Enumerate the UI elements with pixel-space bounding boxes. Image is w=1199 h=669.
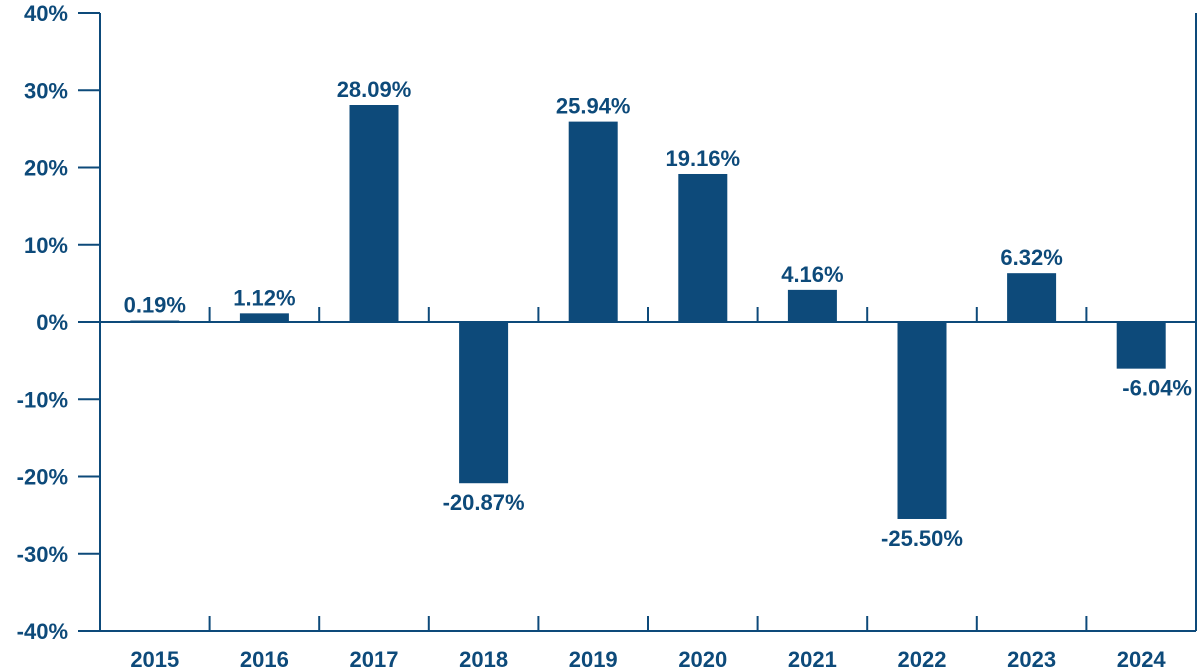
y-tick-label: -10% <box>17 387 68 412</box>
x-tick-labels: 2015 2016 2017 2018 2019 2020 2021 2022 2023 2024 <box>130 647 1166 669</box>
data-label-2020: 19.16% <box>665 146 740 171</box>
data-label-2023: 6.32% <box>1000 245 1062 270</box>
bar-2018 <box>459 322 509 484</box>
x-tick-label: 2021 <box>788 647 837 669</box>
bar-2021 <box>787 289 837 322</box>
y-tick-label: 40% <box>24 1 68 26</box>
y-tick-label: -30% <box>17 542 68 567</box>
x-tick-label: 2017 <box>350 647 399 669</box>
bar-2022 <box>897 322 947 519</box>
bar-2019 <box>568 121 618 323</box>
x-tick-label: 2019 <box>569 647 618 669</box>
y-tick-labels: 40% 30% 20% 10% 0% -10% -20% -30% -40% <box>17 1 68 644</box>
y-tick-label: 30% <box>24 78 68 103</box>
x-tick-label: 2024 <box>1117 647 1167 669</box>
data-label-2022: -25.50% <box>881 526 963 551</box>
y-tick-label: 20% <box>24 156 68 181</box>
data-label-2017: 28.09% <box>337 77 412 102</box>
x-tick-label: 2015 <box>130 647 179 669</box>
x-tick-label: 2020 <box>678 647 727 669</box>
bar-2024 <box>1116 322 1166 369</box>
y-tick-label: 10% <box>24 233 68 258</box>
data-label-2019: 25.94% <box>556 94 631 119</box>
bar-2020 <box>678 173 728 322</box>
x-tick-label: 2022 <box>898 647 947 669</box>
data-label-2018: -20.87% <box>443 490 525 515</box>
x-tick-label: 2018 <box>459 647 508 669</box>
bar-2023 <box>1007 273 1057 322</box>
data-label-2015: 0.19% <box>124 293 186 318</box>
bar-2016 <box>239 313 289 322</box>
data-label-2016: 1.12% <box>233 285 295 310</box>
y-tick-label: -40% <box>17 619 68 644</box>
data-labels: 0.19% 1.12% 28.09% -20.87% 25.94% 19.16% 4.16%… <box>124 77 1192 551</box>
bar-2017 <box>349 105 399 322</box>
bars-group <box>130 105 1166 519</box>
data-label-2024: -6.04% <box>1122 376 1192 401</box>
y-tick-label: -20% <box>17 465 68 490</box>
axes-group <box>99 13 1197 632</box>
y-axis-ticks <box>78 12 1088 632</box>
x-tick-label: 2016 <box>240 647 289 669</box>
y-tick-label: 0% <box>36 310 68 335</box>
data-label-2021: 4.16% <box>781 262 843 287</box>
x-tick-label: 2023 <box>1007 647 1056 669</box>
